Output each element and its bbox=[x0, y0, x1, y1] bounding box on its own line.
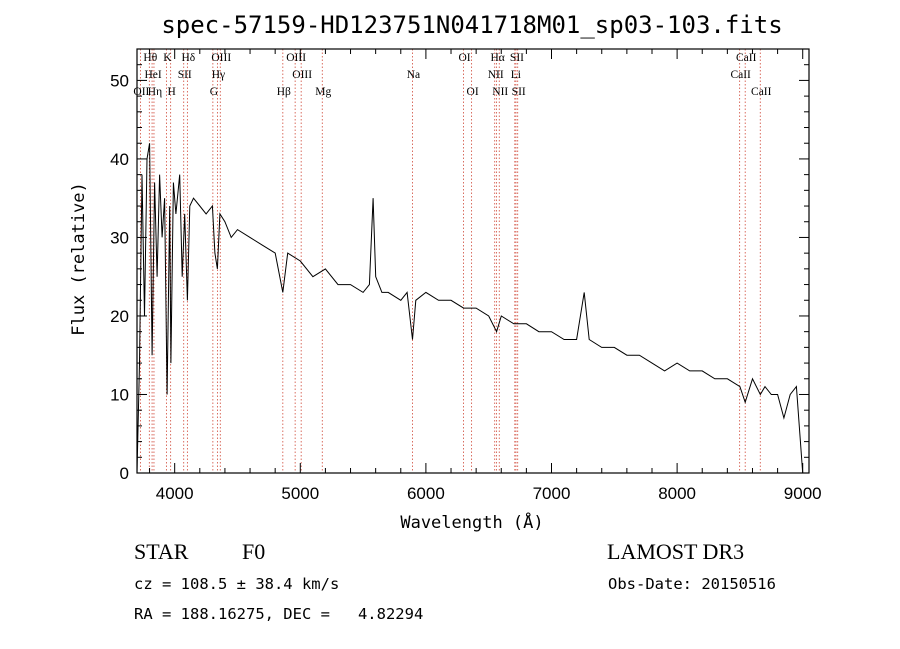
coordinates-text: RA = 188.16275, DEC = 4.82294 bbox=[134, 605, 423, 623]
y-tick-label-1: 10 bbox=[110, 385, 129, 404]
x-tick-label-4: 8000 bbox=[658, 484, 696, 503]
y-axis-label: Flux (relative) bbox=[69, 182, 89, 336]
chart-title: spec-57159-HD123751N041718M01_sp03-103.f… bbox=[161, 11, 782, 39]
x-tick-label-1: 5000 bbox=[281, 484, 319, 503]
survey-name: LAMOST DR3 bbox=[607, 539, 744, 564]
line-label-7: Hδ bbox=[182, 52, 196, 64]
y-tick-label-4: 40 bbox=[110, 150, 129, 169]
axis-ticks bbox=[137, 49, 809, 474]
info-panel: STAR F0 LAMOST DR3 cz = 108.5 ± 38.4 km/… bbox=[134, 539, 776, 623]
line-label-18: Hα bbox=[490, 52, 504, 64]
line-label-19: NII bbox=[488, 69, 504, 81]
object-class: STAR bbox=[134, 539, 189, 564]
spectrum-line bbox=[136, 143, 804, 474]
line-label-1: Hθ bbox=[143, 52, 157, 64]
x-tick-label-3: 7000 bbox=[533, 484, 571, 503]
line-label-25: CaII bbox=[730, 69, 751, 81]
line-label-13: OIII bbox=[292, 69, 312, 81]
line-label-2: HeI bbox=[144, 69, 161, 81]
line-label-21: SII bbox=[510, 52, 524, 64]
y-tick-label-0: 0 bbox=[120, 464, 129, 483]
line-label-12: OIII bbox=[286, 52, 306, 64]
line-label-8: OIII bbox=[211, 52, 231, 64]
line-label-23: SII bbox=[512, 86, 526, 98]
axis-tick-labels: 4000 5000 6000 7000 8000 9000 0 10 20 30 40 50 bbox=[110, 71, 822, 503]
line-label-26: CaII bbox=[751, 86, 772, 98]
x-axis-label: Wavelength (Å) bbox=[400, 511, 543, 533]
line-label-14: Mg bbox=[315, 86, 331, 98]
x-tick-label-0: 4000 bbox=[156, 484, 194, 503]
y-tick-label-2: 20 bbox=[110, 307, 129, 326]
line-label-20: NII bbox=[492, 86, 508, 98]
line-label-9: Hγ bbox=[212, 69, 225, 81]
line-label-6: H bbox=[168, 86, 176, 98]
object-subclass: F0 bbox=[242, 539, 265, 564]
line-label-3: Hη bbox=[148, 86, 162, 98]
redshift-text: cz = 108.5 ± 38.4 km/s bbox=[134, 575, 339, 593]
x-tick-label-5: 9000 bbox=[784, 484, 822, 503]
spectral-line-markers bbox=[139, 49, 761, 473]
line-label-15: Na bbox=[407, 69, 420, 81]
line-label-22: Li bbox=[511, 69, 521, 81]
line-label-17: OI bbox=[467, 86, 479, 98]
obs-date-text: Obs-Date: 20150516 bbox=[608, 575, 776, 593]
line-label-16: OI bbox=[459, 52, 471, 64]
line-label-24: CaII bbox=[736, 52, 757, 64]
line-label-4: K bbox=[163, 52, 172, 64]
line-label-5: SII bbox=[178, 69, 192, 81]
plot-frame bbox=[136, 48, 810, 474]
x-tick-label-2: 6000 bbox=[407, 484, 445, 503]
y-tick-label-5: 50 bbox=[110, 71, 129, 90]
y-tick-label-3: 30 bbox=[110, 228, 129, 247]
line-label-11: Hβ bbox=[277, 86, 291, 98]
line-label-10: G bbox=[210, 86, 218, 98]
